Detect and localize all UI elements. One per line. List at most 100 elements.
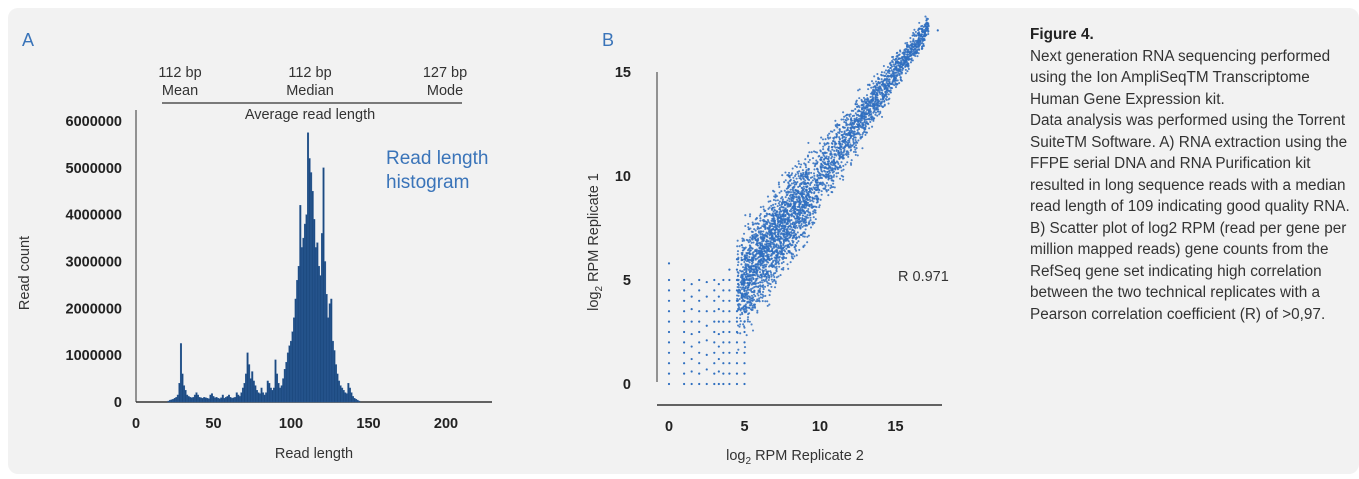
scatter-point <box>831 148 834 151</box>
scatter-point <box>870 86 873 89</box>
scatter-point <box>797 240 800 243</box>
scatter-point <box>765 240 768 243</box>
scatter-point <box>781 252 784 255</box>
scatter-point <box>923 29 926 33</box>
histogram-bar <box>193 394 196 403</box>
scatter-point <box>824 156 827 159</box>
scatter-point <box>870 100 873 103</box>
scatter-point <box>885 75 888 78</box>
scatter-point <box>750 264 754 267</box>
scatter-point <box>753 235 756 238</box>
scatter-point <box>848 131 851 134</box>
scatter-point <box>766 304 769 307</box>
histogram-bar <box>189 397 192 403</box>
scatter-point <box>759 296 762 299</box>
scatter-point <box>698 382 701 386</box>
scatter-point <box>838 157 841 160</box>
scatter-point <box>906 51 909 54</box>
scatter-point <box>772 206 775 209</box>
scatter-point <box>801 169 804 172</box>
histogram-bar <box>243 383 246 403</box>
scatter-point <box>774 212 777 215</box>
scatter-point <box>737 324 740 327</box>
scatter-y-label-log: log <box>586 292 602 311</box>
scatter-point <box>735 341 739 344</box>
scatter-point <box>752 293 756 296</box>
scatter-point <box>833 174 836 177</box>
scatter-point <box>748 255 751 259</box>
scatter-point <box>811 157 815 160</box>
scatter-point <box>894 67 897 70</box>
scatter-point <box>852 142 856 145</box>
scatter-point <box>921 24 924 27</box>
scatter-point <box>804 158 807 161</box>
scatter-point <box>783 180 786 184</box>
scatter-point <box>800 192 803 195</box>
scatter-point <box>803 162 806 165</box>
scatter-point <box>847 145 850 148</box>
scatter-point <box>738 325 741 328</box>
scatter-point <box>817 176 820 179</box>
scatter-point <box>752 265 756 268</box>
scatter-point <box>890 82 893 85</box>
scatter-point <box>921 45 924 48</box>
scatter-point <box>735 351 739 354</box>
scatter-point <box>854 125 857 128</box>
scatter-point <box>794 164 797 168</box>
scatter-point <box>803 175 806 178</box>
scatter-point <box>820 193 823 196</box>
scatter-point <box>802 185 805 188</box>
scatter-point <box>815 151 819 154</box>
scatter-point <box>886 88 889 91</box>
scatter-point <box>824 138 827 141</box>
scatter-point <box>878 77 881 80</box>
histogram-bar <box>237 394 240 403</box>
scatter-point <box>812 205 816 208</box>
scatter-point <box>858 110 861 113</box>
scatter-point <box>777 262 780 265</box>
scatter-point <box>777 275 780 278</box>
scatter-point <box>739 281 742 284</box>
scatter-point <box>667 320 671 323</box>
scatter-point <box>782 210 786 213</box>
scatter-point <box>766 195 770 198</box>
scatter-point <box>667 278 671 282</box>
scatter-point <box>807 234 810 237</box>
scatter-point <box>737 307 740 310</box>
scatter-point <box>782 266 785 269</box>
scatter-point <box>764 227 767 230</box>
scatter-point <box>834 124 837 127</box>
scatter-point <box>819 176 822 179</box>
scatter-point <box>840 118 843 121</box>
scatter-point <box>857 114 860 117</box>
scatter-x-tick-label: 15 <box>887 419 903 435</box>
scatter-point <box>936 29 939 32</box>
scatter-point <box>766 271 769 274</box>
scatter-point <box>755 239 759 243</box>
histogram-bar <box>280 385 283 403</box>
scatter-point <box>739 323 742 326</box>
scatter-point <box>828 169 831 172</box>
scatter-point <box>777 244 780 247</box>
scatter-point <box>821 151 824 155</box>
scatter-point <box>746 288 749 291</box>
scatter-point <box>761 296 764 299</box>
scatter-point <box>804 201 807 204</box>
histogram-bar <box>316 242 319 403</box>
scatter-point <box>753 228 756 231</box>
scatter-point <box>849 149 852 152</box>
scatter-point <box>756 257 759 260</box>
histogram-bar <box>303 223 306 403</box>
scatter-point <box>825 155 828 158</box>
scatter-point <box>877 108 880 111</box>
histogram-x-tick-label: 150 <box>356 416 380 432</box>
scatter-point <box>848 123 851 126</box>
scatter-point <box>742 306 745 309</box>
histogram-bar <box>277 383 280 403</box>
scatter-point <box>768 231 771 234</box>
scatter-point <box>904 68 907 71</box>
scatter-point <box>705 382 708 386</box>
mode-value: 127 bp <box>423 65 467 81</box>
scatter-point <box>728 278 731 282</box>
scatter-point <box>796 226 799 229</box>
